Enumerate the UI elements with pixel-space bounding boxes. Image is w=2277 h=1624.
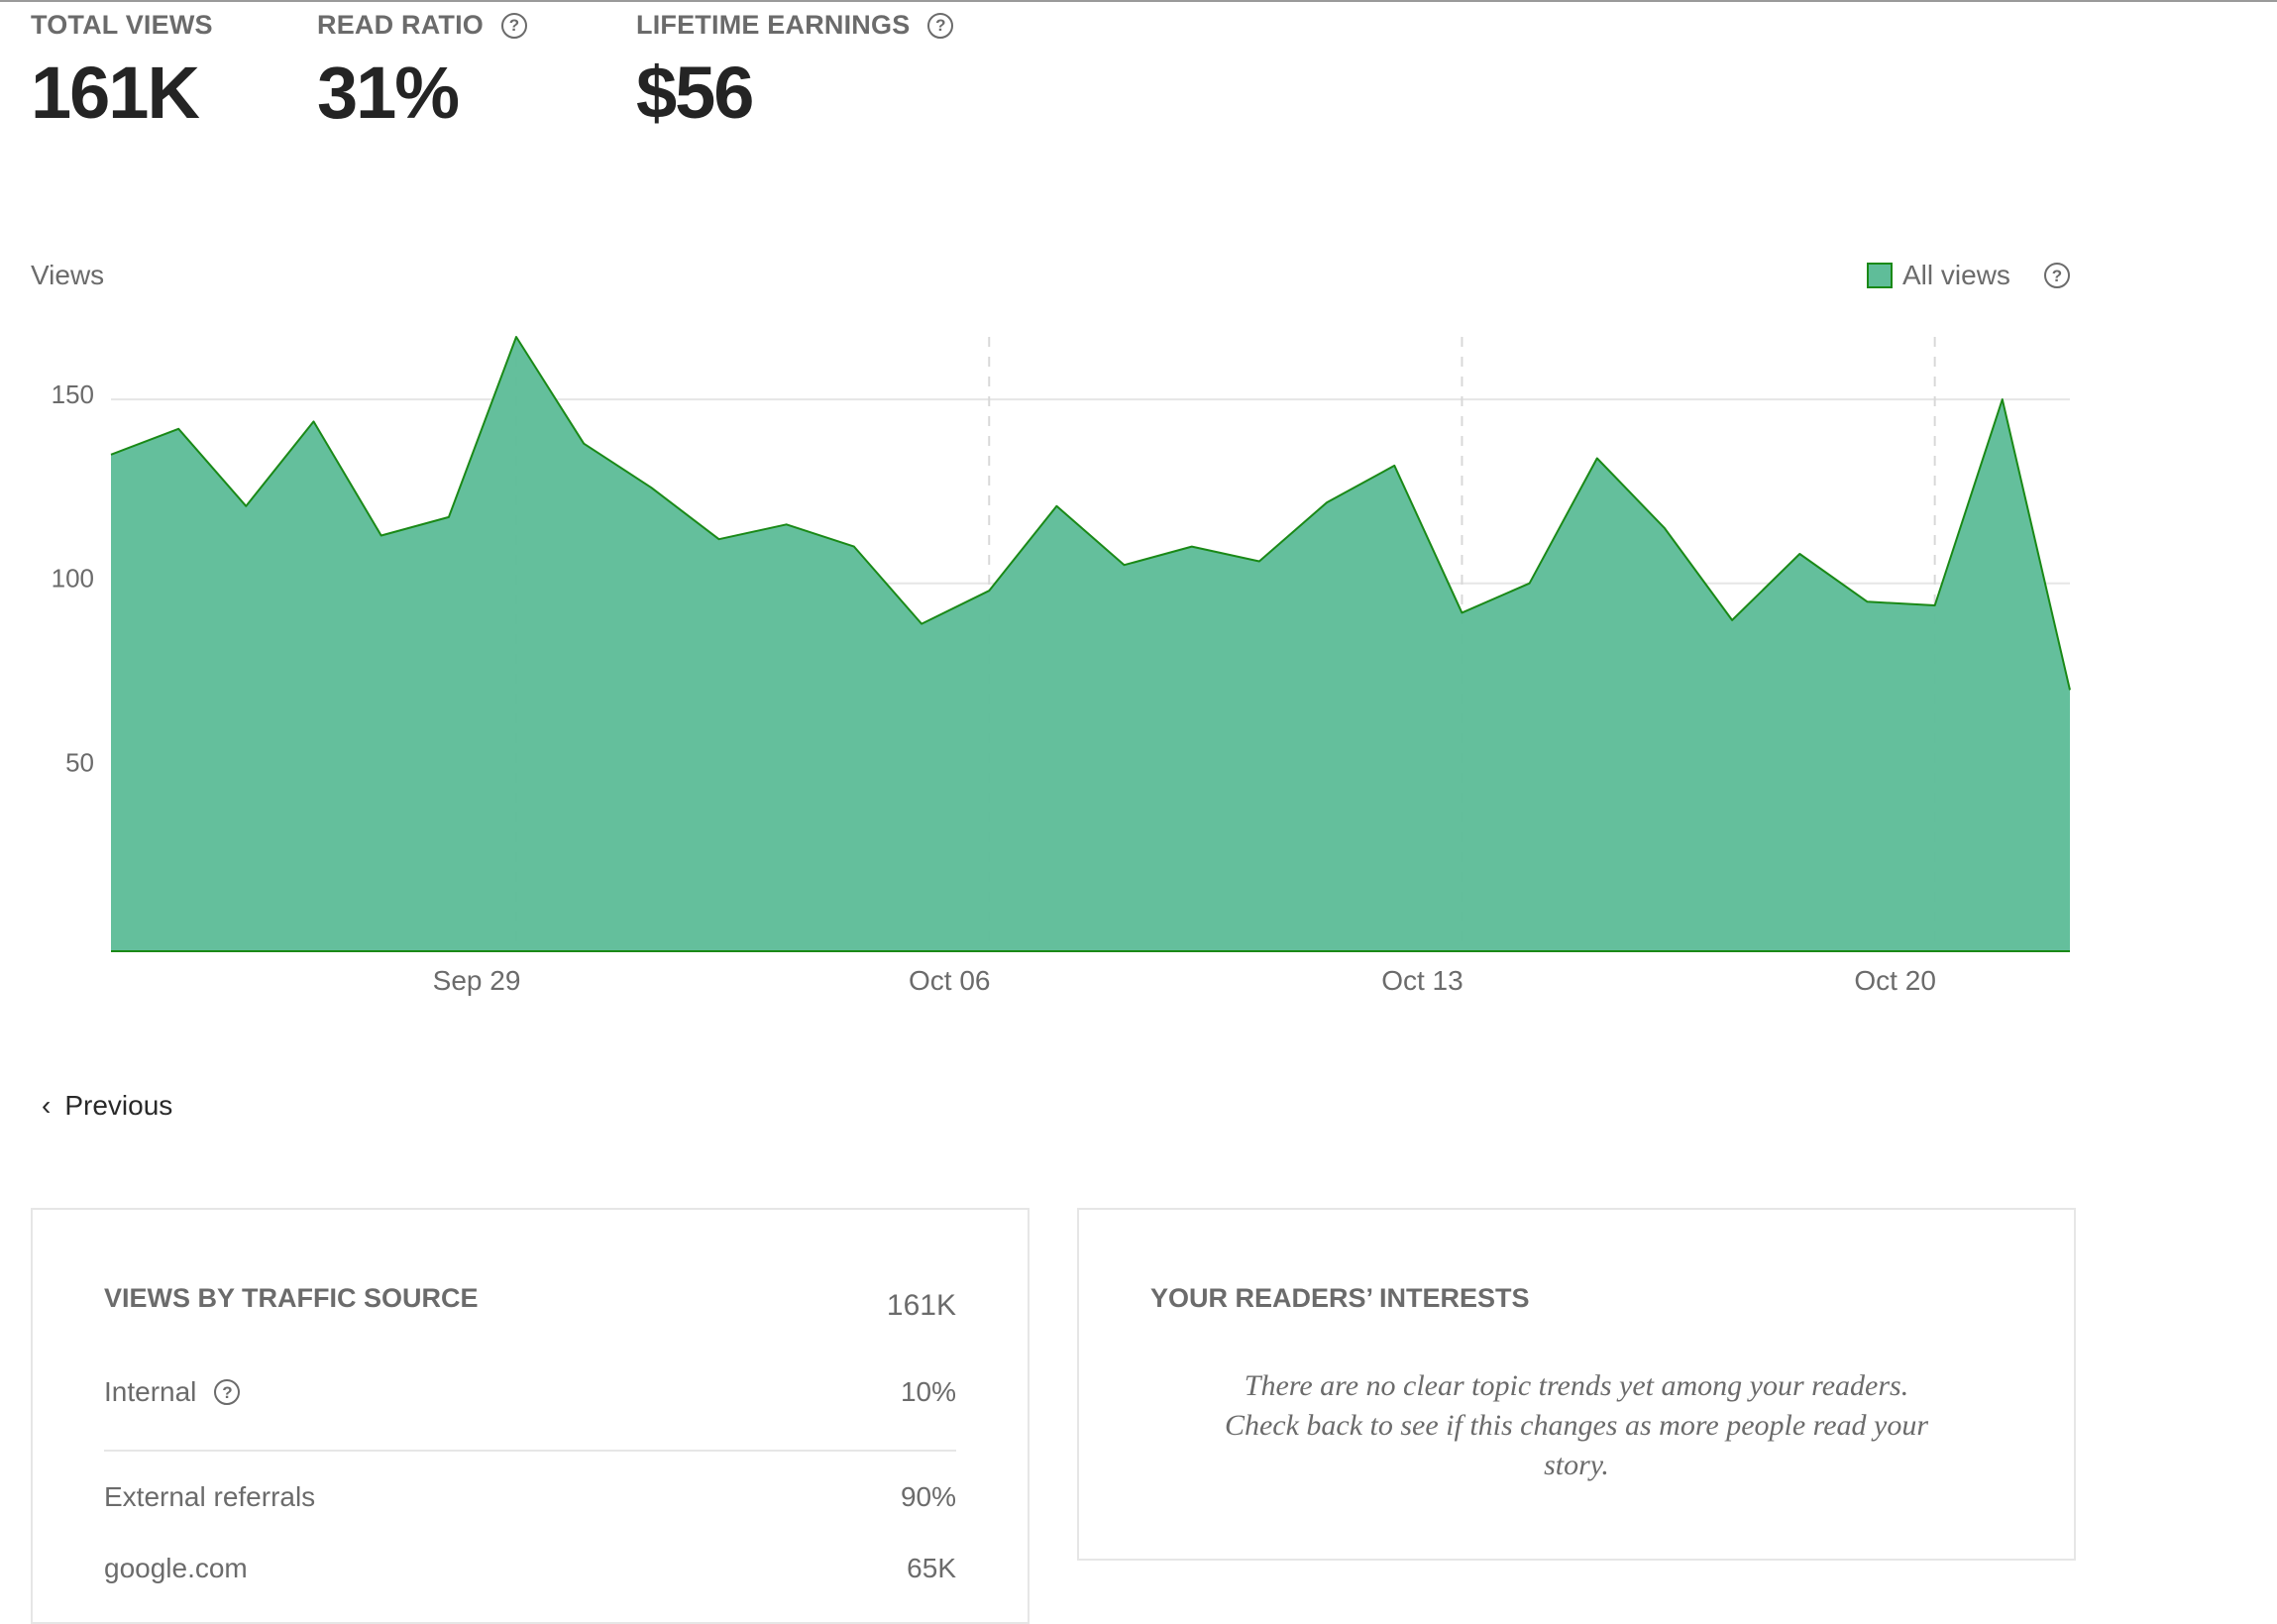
x-tick-label: Oct 13 [1381, 965, 1463, 996]
card-heading: VIEWS BY TRAFFIC SOURCE [104, 1283, 479, 1313]
row-value: 90% [900, 1481, 956, 1512]
traffic-total: 161K [886, 1289, 956, 1322]
legend-label: All views [1902, 260, 2010, 290]
stat-value: $56 [636, 52, 754, 134]
y-tick-label: 50 [65, 747, 94, 777]
stat-label: TOTAL VIEWS [31, 10, 213, 40]
top-divider [0, 0, 2277, 2]
previous-link[interactable]: ‹ Previous [42, 1090, 172, 1122]
row-label: External referrals [104, 1481, 316, 1512]
stat-value: 31% [317, 52, 460, 134]
stat-read-ratio: READ RATIO ? 31% [317, 10, 527, 135]
help-icon[interactable]: ? [214, 1379, 241, 1405]
y-tick-label: 100 [52, 564, 94, 594]
row-label: google.com [104, 1553, 248, 1583]
row-divider [104, 1450, 956, 1452]
stat-total-views: TOTAL VIEWS 161K [31, 10, 213, 135]
traffic-row-google: google.com 65K [104, 1553, 956, 1584]
area-all-views [111, 337, 2070, 951]
stat-lifetime-earnings: LIFETIME EARNINGS ? $56 [636, 10, 954, 135]
readers-interests-card: YOUR READERS’ INTERESTS There are no cle… [1077, 1208, 2076, 1561]
row-value: 65K [907, 1553, 956, 1583]
row-value: 10% [900, 1376, 956, 1407]
interests-message: There are no clear topic trends yet amon… [1224, 1369, 1929, 1481]
stat-label: READ RATIO ? [317, 10, 527, 41]
row-label: Internal [104, 1376, 197, 1407]
chevron-left-icon: ‹ [42, 1090, 52, 1121]
help-icon[interactable]: ? [501, 12, 527, 39]
traffic-source-card: VIEWS BY TRAFFIC SOURCE 161K Internal ? … [31, 1208, 1030, 1624]
help-icon[interactable]: ? [2043, 263, 2070, 288]
chart-title: Views [31, 260, 105, 290]
x-tick-label: Sep 29 [433, 965, 521, 996]
stat-value: 161K [31, 52, 200, 134]
legend-swatch [1867, 263, 1893, 288]
line-all-views [110, 336, 2071, 691]
previous-label: Previous [64, 1090, 173, 1121]
chart-legend: All views ? [1867, 260, 2070, 291]
traffic-row-external: External referrals 90% [104, 1481, 956, 1513]
card-heading: YOUR READERS’ INTERESTS [1150, 1283, 1530, 1313]
help-icon[interactable]: ? [927, 12, 954, 39]
views-chart: 50 100 150 Sep 29 Oct 06 Oct 13 Oct 20 [52, 336, 2071, 996]
stat-label: LIFETIME EARNINGS ? [636, 10, 954, 41]
x-tick-label: Oct 20 [1854, 965, 1935, 996]
traffic-row-internal: Internal ? 10% [104, 1376, 956, 1408]
y-tick-label: 150 [52, 379, 94, 409]
x-tick-label: Oct 06 [909, 965, 990, 996]
